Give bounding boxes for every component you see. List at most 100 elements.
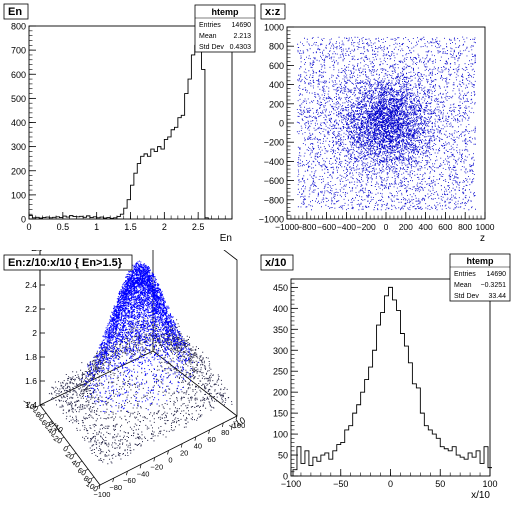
x10-axis-tick-label: 100	[233, 421, 246, 430]
xz-title: x:z	[265, 6, 281, 18]
xz-points	[296, 36, 476, 211]
xz-y-tick-label: 0	[279, 119, 284, 129]
x10-y-tick-label: 400	[273, 304, 288, 314]
xz-x-tick-label: 600	[438, 222, 452, 232]
x10-stats-value: −0.3251	[481, 282, 507, 289]
en-y-tick-label: 600	[11, 70, 26, 80]
x10-title: x/10	[265, 257, 286, 269]
x10-y-tick-label: 200	[273, 388, 288, 398]
x10-axis-tick	[139, 464, 142, 469]
en-x-tick-label: 2.5	[192, 222, 205, 232]
xz-y-tick-label: −800	[264, 195, 284, 205]
pad-xz-scatter: −1000 −800 −600 −400 −200 0 200 400 600 800 1000 −1…	[257, 0, 513, 245]
x10-axis-tick-label: −40	[137, 469, 150, 478]
en-y-tick-label: 500	[11, 94, 26, 104]
x10-axis-tick	[153, 457, 156, 462]
en-y-tick-label: 800	[11, 22, 26, 32]
xz-x-tick-label: 0	[384, 222, 389, 232]
x10-stats-label: Entries	[454, 271, 476, 278]
points3d-low	[48, 316, 233, 465]
en-title-box	[3, 3, 29, 20]
en-x-tick-label: 1	[94, 222, 99, 232]
z10-axis-tick-label: 20	[64, 450, 76, 462]
x10-axis-tick-label: 20	[180, 449, 188, 458]
z10-axis-tick	[54, 428, 59, 432]
x10-stats-label: Std Dev	[454, 293, 479, 300]
en-axis-tick-label: 1.8	[25, 352, 37, 362]
xz-y-tick-label: 200	[269, 99, 284, 109]
xz-x-tick-label: −400	[337, 222, 356, 232]
pad-x10-histogram: 0 50 100 150 200 250 300 350 400 450 −100 −50 0 50 100…	[257, 250, 513, 501]
z10-axis-tick	[78, 460, 83, 464]
z10-axis-tick	[84, 468, 89, 472]
xz-point-cloud	[296, 36, 476, 211]
en-axis-tick-label: 2.4	[25, 280, 37, 290]
en3d-title: En:z/10:x/10 { En>1.5}	[8, 257, 123, 269]
en-y-tick-label: 700	[11, 46, 26, 56]
x10-x-tick-label: 50	[435, 479, 445, 489]
xz-x-tick-label: −1000	[275, 222, 299, 232]
z10-axis-tick	[96, 484, 101, 488]
x10-y-tick-label: 300	[273, 346, 288, 356]
en-axis-tick-label: 1.4	[25, 400, 37, 410]
en-y-tick-label: 300	[11, 142, 26, 152]
z10-axis-tick-label: 60	[76, 466, 88, 478]
xz-x-tick-label: −600	[317, 222, 336, 232]
x10-y-tick-label: 250	[273, 367, 288, 377]
points3d-high	[81, 260, 200, 412]
x10-histogram-line	[292, 286, 492, 476]
xz-title-box	[260, 3, 286, 20]
chart-x10: 0 50 100 150 200 250 300 350 400 450 −100 −50 0 50 100…	[260, 253, 511, 501]
x10-axis-tick-label: −60	[123, 476, 136, 485]
x10-axis-tick	[112, 478, 115, 483]
chart-xz: −1000−800−600−400−20002004006008001000−1…	[259, 3, 495, 244]
x10-stats-title: htemp	[467, 256, 495, 266]
z10-axis-tick	[72, 452, 77, 456]
x10-axis-tick-label: −20	[150, 462, 163, 471]
xz-x-tick-label: 1000	[476, 222, 495, 232]
x10-stats-value: 14690	[487, 271, 507, 278]
en-histogram-line	[28, 40, 232, 220]
pad-en-histogram: 0 100 200 300 400 500 600 700 800 0 0.5 1 1.5 2 2.5 En E…	[0, 0, 257, 245]
x10-x-tick-label: 0	[388, 479, 393, 489]
z10-axis-tick	[66, 444, 71, 448]
en-stats-value: 14690	[232, 22, 252, 29]
x10-stats-value: 33.44	[488, 293, 506, 300]
x10-y-tick-label: 100	[273, 430, 288, 440]
en-stats-box	[194, 4, 256, 53]
en-axis-tick-label: 1.6	[25, 376, 37, 386]
en-stats-title: htemp	[212, 7, 240, 17]
z10-axis-tick-label: 40	[70, 458, 82, 470]
en-stats-value: 2.213	[233, 33, 251, 40]
z10-axis-tick	[36, 404, 41, 408]
x10-axis-tick	[235, 415, 238, 421]
x10-axis-tick-label: 40	[194, 442, 202, 451]
x10-x-tick-label: 100	[482, 479, 497, 489]
en-x-tick-label: 0.5	[57, 222, 70, 232]
x10-title-box	[260, 254, 294, 271]
z10-axis-tick	[90, 476, 95, 480]
xz-x-tick-label: −200	[357, 222, 376, 232]
x10-axis-tick	[167, 450, 169, 455]
en-x-tick-label: 0	[26, 222, 31, 232]
x10-axis-tick	[194, 436, 197, 441]
xz-y-tick-label: −400	[264, 157, 284, 167]
x10-axis-tick-label: 80	[221, 428, 229, 437]
x10-x-tick-label: −50	[333, 479, 348, 489]
x10-stats-box	[449, 253, 511, 302]
xz-x-tick-label: −800	[297, 222, 316, 232]
x10-axis-tick	[208, 429, 210, 434]
xz-y-tick-label: 1000	[264, 23, 284, 33]
en-y-tick-label: 200	[11, 166, 26, 176]
x10-axis-tick-label: −100	[94, 490, 111, 499]
x10-axis-tick	[98, 484, 101, 490]
x10-x-axis-label: x/10	[471, 490, 490, 500]
x10-axis-tick-label: 0	[168, 456, 172, 465]
en-axis-tick-label: 2	[32, 328, 37, 338]
en-stats-value: 0.4303	[230, 44, 252, 51]
en-title: En	[8, 6, 22, 18]
x10-x-tick-label: −100	[281, 479, 301, 489]
en-y-tick-label: 400	[11, 118, 26, 128]
x10-axis-tick	[221, 422, 224, 427]
z10-axis-tick	[60, 436, 65, 440]
